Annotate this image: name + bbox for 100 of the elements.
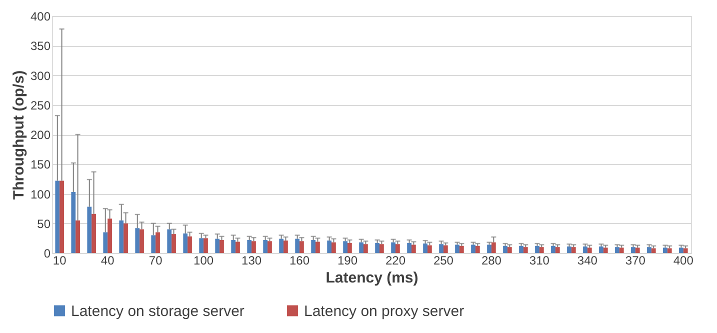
x-tick-label: 130 [242, 254, 262, 268]
bar [631, 247, 636, 253]
bar [236, 242, 240, 253]
bar [151, 235, 156, 253]
bar [359, 242, 364, 253]
bar [295, 238, 300, 253]
bar [379, 244, 384, 253]
bar [491, 242, 496, 253]
bar [204, 238, 208, 253]
bar [507, 247, 512, 253]
bar [439, 244, 444, 253]
bar [679, 248, 684, 253]
bar [567, 246, 572, 253]
bar [375, 242, 380, 253]
bar [603, 248, 608, 253]
x-tick-label: 160 [290, 254, 310, 268]
y-tick-label: 300 [30, 68, 51, 83]
bar [71, 192, 76, 253]
bar [407, 242, 412, 253]
bar [471, 244, 476, 253]
bar [220, 240, 224, 253]
bar [172, 234, 176, 253]
bar [284, 240, 288, 253]
bar [92, 214, 96, 253]
y-tick-label: 250 [30, 98, 51, 112]
x-tick-label: 370 [625, 254, 646, 268]
bar [391, 242, 396, 253]
y-tick-label: 50 [37, 216, 51, 231]
bar [475, 246, 480, 253]
bar [327, 240, 332, 253]
bar [311, 240, 316, 253]
bar [119, 220, 124, 253]
y-tick-label: 150 [30, 158, 51, 172]
x-tick-label: 220 [385, 254, 406, 268]
bar [619, 248, 624, 253]
bar [183, 233, 188, 253]
bar [108, 218, 112, 253]
bar [156, 232, 160, 253]
y-tick-label: 200 [30, 128, 51, 142]
bar [487, 244, 492, 253]
y-tick-label: 400 [30, 10, 51, 24]
x-tick-label: 340 [577, 254, 598, 268]
x-tick-label: 100 [194, 254, 214, 268]
bar [551, 246, 556, 253]
bar [87, 206, 92, 253]
bar [539, 247, 544, 253]
bar [215, 238, 220, 253]
bar [615, 247, 620, 253]
bar [427, 245, 432, 253]
bar [263, 240, 268, 253]
bar [411, 244, 416, 253]
bar [587, 248, 592, 253]
bar [247, 240, 252, 253]
bar [188, 236, 192, 253]
bar [503, 246, 508, 253]
x-tick-label: 10 [52, 254, 67, 268]
bar [683, 248, 688, 253]
legend-label: Latency on storage server [71, 302, 244, 320]
bar [124, 223, 128, 253]
bar [647, 247, 652, 253]
x-tick-label: 250 [433, 254, 454, 268]
bar [395, 244, 400, 253]
bar [268, 241, 272, 253]
bar [140, 229, 144, 253]
x-tick-label: 400 [673, 254, 694, 268]
y-axis-title: Throughput (op/s) [10, 70, 28, 200]
y-tick-label: 100 [30, 187, 51, 202]
bar [599, 246, 604, 253]
bar [667, 248, 672, 253]
bar [279, 238, 284, 253]
bar [571, 247, 576, 253]
x-axis-title: Latency (ms) [326, 270, 418, 286]
bar [343, 241, 348, 253]
bar [316, 242, 320, 253]
y-tick-label: 350 [30, 39, 51, 54]
x-tick-label: 70 [148, 254, 163, 268]
x-tick-label: 190 [337, 254, 358, 268]
bar [519, 246, 524, 253]
bar [635, 248, 640, 253]
bar [167, 229, 172, 253]
bar [523, 247, 528, 253]
bar [60, 180, 64, 253]
bar [348, 242, 352, 253]
y-tick-label: 0 [44, 246, 51, 260]
bar [459, 246, 464, 253]
bar [663, 248, 668, 253]
x-tick-label: 40 [100, 254, 115, 268]
legend-label: Latency on proxy server [304, 302, 464, 320]
bar [300, 241, 304, 253]
bar [443, 245, 448, 253]
bar [199, 238, 204, 253]
bar [455, 244, 460, 253]
bar [583, 246, 588, 253]
bar [651, 248, 656, 253]
bar [76, 220, 80, 253]
bar [135, 228, 140, 253]
bar [555, 247, 560, 253]
bar [535, 246, 540, 253]
x-tick-label: 310 [529, 254, 550, 268]
bar [332, 242, 336, 253]
